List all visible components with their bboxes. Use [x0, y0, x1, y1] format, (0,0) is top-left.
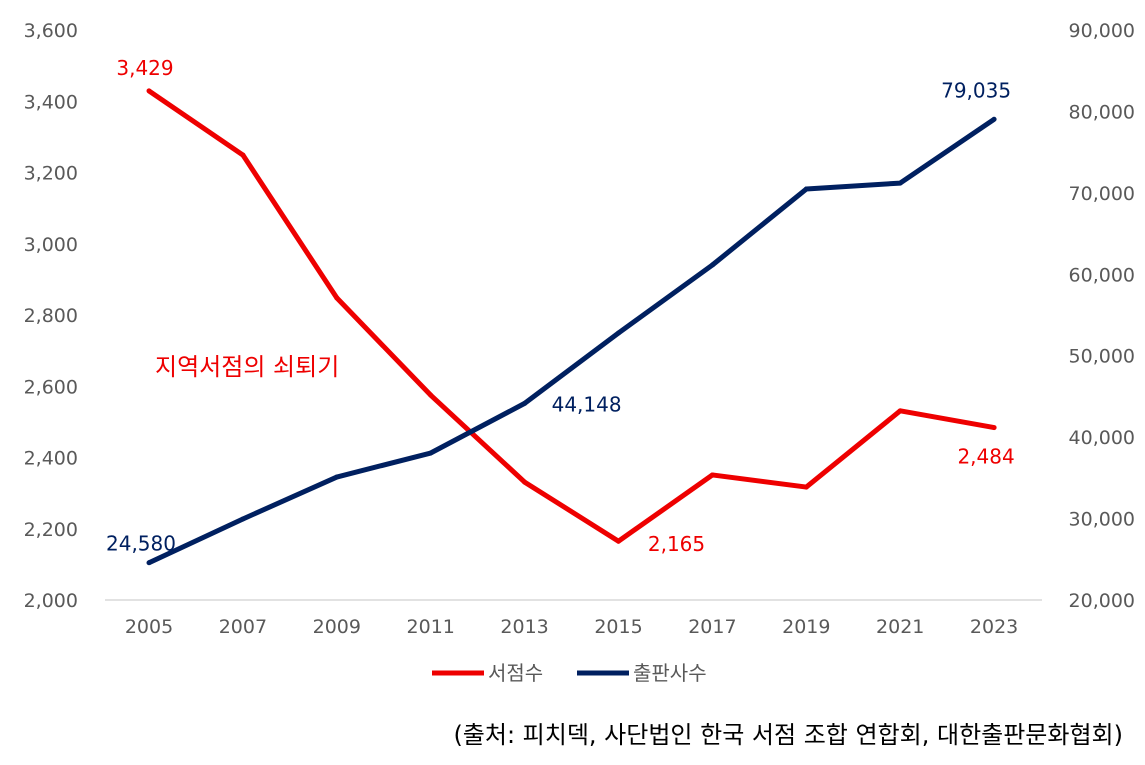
right-tick-label: 50,000 [1069, 346, 1135, 368]
data-point [616, 538, 621, 544]
data-point [803, 186, 809, 192]
data-label: 3,429 [116, 56, 173, 80]
source-note: (출처: 피치덱, 사단법인 한국 서점 조합 연합회, 대한출판문화협회) [453, 721, 1123, 749]
data-label: 44,148 [552, 392, 622, 416]
right-tick-label: 30,000 [1069, 509, 1135, 531]
left-tick-label: 3,600 [24, 20, 78, 42]
right-tick-label: 70,000 [1069, 183, 1135, 205]
data-point [803, 484, 809, 490]
left-tick-label: 3,000 [24, 234, 78, 256]
right-tick-label: 80,000 [1069, 101, 1135, 123]
x-tick-label: 2015 [594, 616, 642, 638]
data-point [334, 295, 340, 301]
left-tick-label: 2,000 [24, 590, 78, 612]
data-point [240, 516, 246, 522]
data-point [146, 560, 152, 566]
legend-label: 출판사수 [633, 661, 707, 685]
data-label: 24,580 [106, 532, 176, 556]
x-tick-label: 2007 [219, 616, 267, 638]
data-point [709, 472, 715, 478]
x-tick-label: 2017 [688, 616, 736, 638]
data-label: 79,035 [941, 78, 1011, 102]
data-point [522, 479, 528, 485]
x-tick-label: 2019 [782, 616, 830, 638]
data-point [991, 425, 997, 431]
right-tick-label: 60,000 [1069, 264, 1135, 286]
left-tick-label: 3,400 [24, 91, 78, 113]
data-label: 2,165 [648, 532, 705, 556]
data-point [240, 152, 246, 158]
x-tick-label: 2013 [500, 616, 548, 638]
data-point [334, 474, 340, 480]
x-tick-label: 2011 [407, 616, 455, 638]
x-tick-label: 2023 [970, 616, 1018, 638]
right-tick-label: 90,000 [1069, 20, 1135, 42]
series-line-bookstores [147, 88, 995, 544]
data-point [991, 116, 997, 122]
left-tick-label: 2,600 [24, 376, 78, 398]
data-point [146, 88, 152, 94]
x-tick-label: 2005 [125, 616, 173, 638]
x-tick-label: 2021 [876, 616, 924, 638]
data-label: 2,484 [957, 445, 1014, 469]
annotation-text: 지역서점의 쇠퇴기 [155, 353, 339, 381]
x-tick-label: 2009 [313, 616, 361, 638]
data-point [428, 450, 434, 456]
right-tick-label: 20,000 [1069, 590, 1135, 612]
data-point [428, 392, 434, 398]
data-point [522, 400, 528, 406]
series-line-publishers [147, 117, 996, 565]
data-point [616, 330, 621, 336]
left-tick-label: 2,400 [24, 448, 78, 470]
data-point [709, 262, 715, 268]
left-tick-label: 2,200 [24, 519, 78, 541]
legend-label: 서점수 [488, 661, 543, 685]
right-tick-label: 40,000 [1069, 427, 1135, 449]
data-point [897, 408, 903, 414]
left-tick-label: 3,200 [24, 163, 78, 185]
data-point [897, 180, 903, 186]
left-tick-label: 2,800 [24, 305, 78, 327]
